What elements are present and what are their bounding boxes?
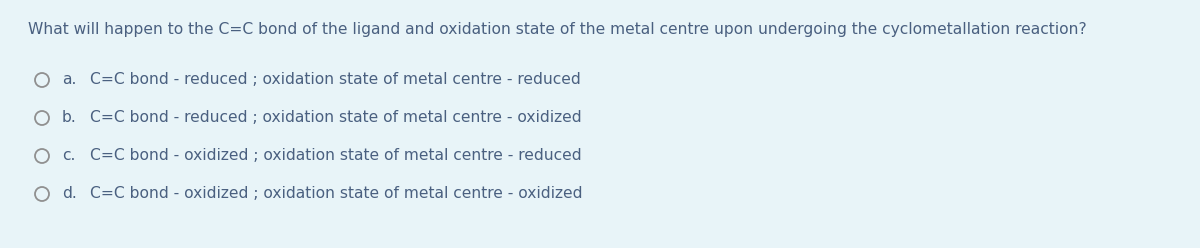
Text: C=C bond - reduced ; oxidation state of metal centre - oxidized: C=C bond - reduced ; oxidation state of … — [90, 111, 582, 125]
FancyBboxPatch shape — [4, 2, 1196, 246]
Text: C=C bond - reduced ; oxidation state of metal centre - reduced: C=C bond - reduced ; oxidation state of … — [90, 72, 581, 88]
Text: b.: b. — [62, 111, 77, 125]
Text: d.: d. — [62, 186, 77, 201]
Text: c.: c. — [62, 149, 76, 163]
Text: a.: a. — [62, 72, 77, 88]
Text: What will happen to the C=C bond of the ligand and oxidation state of the metal : What will happen to the C=C bond of the … — [28, 22, 1087, 37]
Text: C=C bond - oxidized ; oxidation state of metal centre - oxidized: C=C bond - oxidized ; oxidation state of… — [90, 186, 582, 201]
Text: C=C bond - oxidized ; oxidation state of metal centre - reduced: C=C bond - oxidized ; oxidation state of… — [90, 149, 582, 163]
